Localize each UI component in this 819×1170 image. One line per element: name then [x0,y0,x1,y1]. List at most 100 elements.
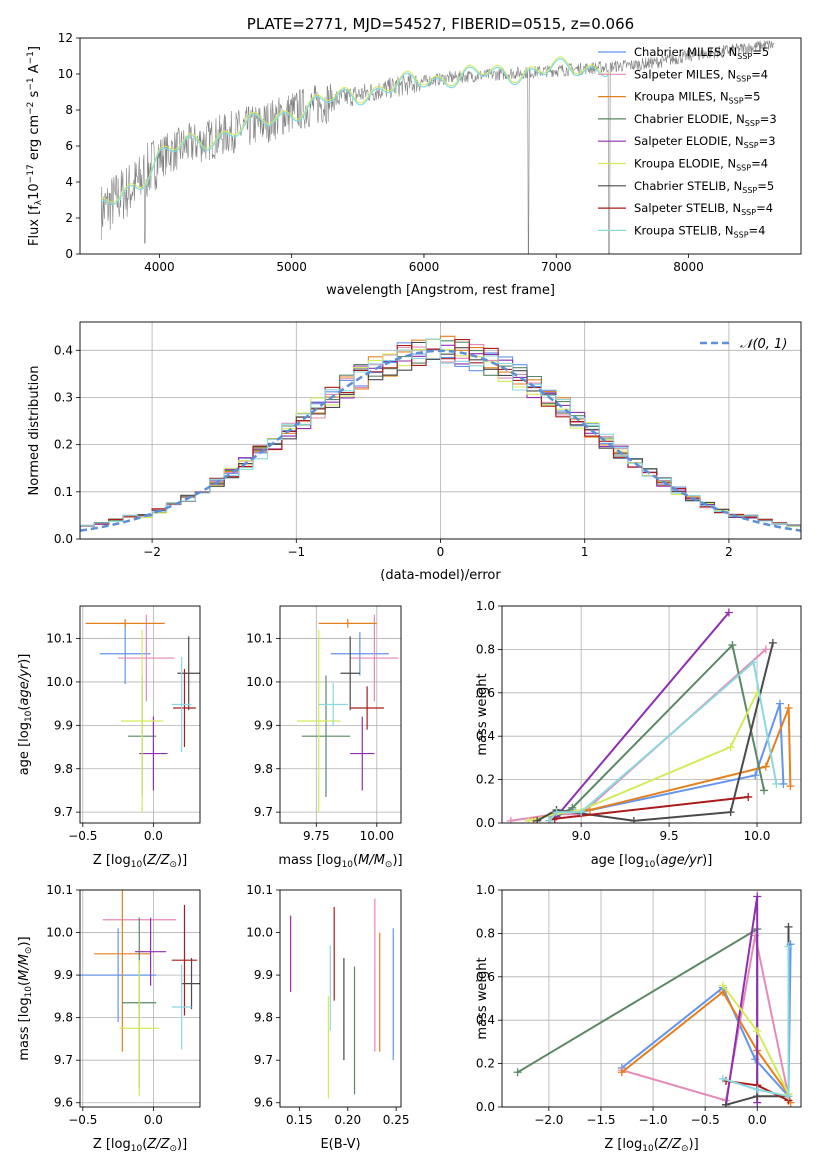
legend-label: Kroupa ELODIE, N [634,157,736,171]
y-tick-label: 9.9 [54,718,73,732]
errorbar-point [80,928,157,1022]
y-tick-label: 10.1 [246,883,273,897]
legend-entry: Kroupa MILES, NSSP=5 [634,90,760,106]
legend-suffix: =3 [760,112,777,126]
x-tick-label: 5000 [276,260,307,274]
legend-suffix: =4 [756,201,773,215]
legend-label: Salpeter ELODIE, N [634,134,744,148]
y-tick-label: 9.7 [254,1053,273,1067]
plot-frame [279,889,402,1108]
errorbar-point [350,716,375,791]
x-axis-label: wavelength [Angstrom, rest frame] [326,283,555,298]
legend-label: Salpeter STELIB, N [634,201,741,215]
errorbar-layer [80,890,200,1097]
y-tick-label: 9.9 [254,968,273,982]
data-point-marker [726,808,735,817]
x-axis-label: age [log10(age/yr)] [591,853,713,870]
legend-suffix: =5 [757,179,774,193]
errorbar-point [171,656,192,753]
y-tick-label: 0.0 [476,816,495,830]
data-point-marker [786,782,795,791]
plot-frame [79,605,201,824]
legend-sub: SSP [737,52,752,61]
x-tick-label: 0.15 [286,1113,313,1127]
y-tick-label: 9.8 [54,1011,73,1025]
y-tick-label: 0.0 [54,532,73,546]
y-tick-label: 10.1 [46,632,73,646]
legend-sub: SSP [745,119,760,128]
legend-label: Kroupa MILES, N [634,90,729,104]
plot-frame [79,321,802,540]
y-tick-label: 6 [65,139,73,153]
errorbar-point [139,716,168,791]
errorbar-point [340,636,360,711]
errorbar-point [118,614,175,702]
legend-suffix: =4 [751,67,768,81]
legend-entry: Kroupa ELODIE, NSSP=4 [634,157,768,173]
data-point-marker [629,816,638,823]
x-tick-label: 0.0 [748,1113,767,1127]
x-tick-label: −1.5 [586,1113,615,1127]
x-tick-label: −1.0 [638,1113,667,1127]
errorbar-point [330,632,389,676]
y-tick-label: 0.2 [476,1057,495,1071]
x-tick-label: 6000 [409,260,440,274]
data-point-marker [721,1100,730,1107]
chart-title: PLATE=2771, MJD=54527, FIBERID=0515, z=0… [247,15,634,33]
x-tick-label: 0.0 [144,829,163,843]
data-point-marker [761,762,770,771]
spectrum-model-line [101,56,610,203]
x-tick-label: 0 [437,545,445,559]
x-tick-label: 4000 [144,260,175,274]
x-axis-label: (data-model)/error [380,568,501,583]
x-tick-label: 9.5 [660,829,679,843]
x-tick-label: 8000 [673,260,704,274]
y-tick-label: 9.6 [254,1096,273,1110]
x-tick-label: 1 [581,545,589,559]
plot-frame [79,37,802,255]
legend-entry: Kroupa STELIB, NSSP=4 [634,223,765,239]
legend-suffix: =4 [749,223,766,237]
legend-suffix: =4 [751,157,768,171]
x-axis-label: Z [log10(Z/Z⊙)] [93,853,187,870]
data-point-marker [744,792,753,801]
y-tick-label: 0.8 [476,926,495,940]
legend-sub: SSP [742,186,757,195]
massweight-vs-metallicity-panel: −2.0 −1.5 −1.0 −0.5 0.0 0.0 0.2 0.4 0.6 0.8 1.0 mas… [475,883,802,1154]
data-point-marker [753,892,762,901]
data-point-marker [545,816,554,823]
y-tick-label: 0.4 [476,729,495,743]
data-point-marker [768,638,777,647]
mass-weight-series [722,946,790,1098]
data-point-marker [779,779,788,788]
legend-label: Salpeter MILES, N [634,67,736,81]
y-tick-label: 10.1 [246,632,273,646]
y-tick-label: 0 [65,247,73,261]
residuals-panel: −2 −1 0 1 2 0.0 0.1 0.2 0.3 0.4 𝒩(0, 1) (data-model… [27,321,802,583]
errorbar-point [173,668,196,748]
y-axis-label: mass weight [475,957,490,1039]
x-tick-label: 9.75 [303,829,330,843]
y-tick-label: 0.2 [476,773,495,787]
data-point-marker [749,658,758,667]
x-tick-label: 0.20 [334,1113,361,1127]
spectrum-model-line [101,58,610,205]
y-tick-label: 10.0 [46,926,73,940]
data-point-marker [784,942,793,951]
massweight-vs-age-panel: 9.0 9.5 10.0 0.0 0.2 0.4 0.6 0.8 1.0 mass weight a… [475,599,802,870]
plot-frame [279,605,402,824]
y-tick-label: 0.1 [54,485,73,499]
data-point-marker [784,1092,793,1101]
legend-entry: Salpeter ELODIE, NSSP=3 [634,134,776,150]
errorbar-point [94,890,151,1052]
y-tick-label: 9.7 [54,805,73,819]
y-axis-label: mass weight [475,673,490,755]
data-point-marker [772,779,781,788]
y-tick-label: 10 [58,67,73,81]
y-tick-label: 0.8 [476,642,495,656]
y-tick-label: 9.9 [254,718,273,732]
x-tick-label: −1 [287,545,305,559]
errorbar-layer [296,614,399,813]
y-tick-label: 12 [58,31,73,45]
